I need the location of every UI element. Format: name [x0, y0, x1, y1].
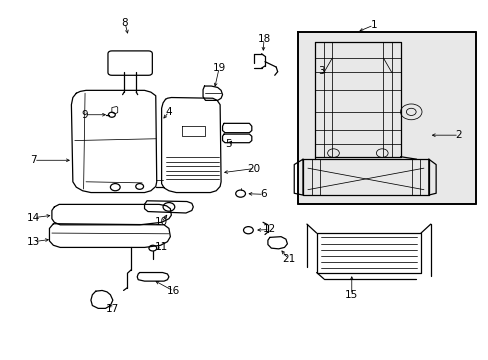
Text: 10: 10 — [155, 217, 168, 227]
Text: 16: 16 — [167, 286, 180, 296]
Text: 20: 20 — [247, 163, 260, 174]
Text: 1: 1 — [369, 20, 376, 30]
Text: 12: 12 — [263, 225, 276, 234]
Text: 21: 21 — [281, 254, 294, 264]
Text: 11: 11 — [155, 242, 168, 252]
Text: 19: 19 — [212, 63, 225, 73]
Text: 7: 7 — [30, 155, 37, 165]
Text: 9: 9 — [81, 110, 88, 120]
Text: 13: 13 — [27, 237, 41, 247]
Text: 15: 15 — [345, 290, 358, 300]
Text: 2: 2 — [455, 130, 462, 140]
Bar — [298, 32, 475, 204]
Text: 6: 6 — [260, 189, 267, 199]
Text: 17: 17 — [106, 304, 119, 314]
Text: 4: 4 — [165, 107, 172, 117]
Text: 3: 3 — [318, 66, 324, 76]
Text: 18: 18 — [257, 35, 270, 44]
Text: 8: 8 — [122, 18, 128, 28]
Text: 5: 5 — [225, 139, 232, 149]
Text: 14: 14 — [27, 213, 41, 222]
Bar — [298, 32, 475, 204]
